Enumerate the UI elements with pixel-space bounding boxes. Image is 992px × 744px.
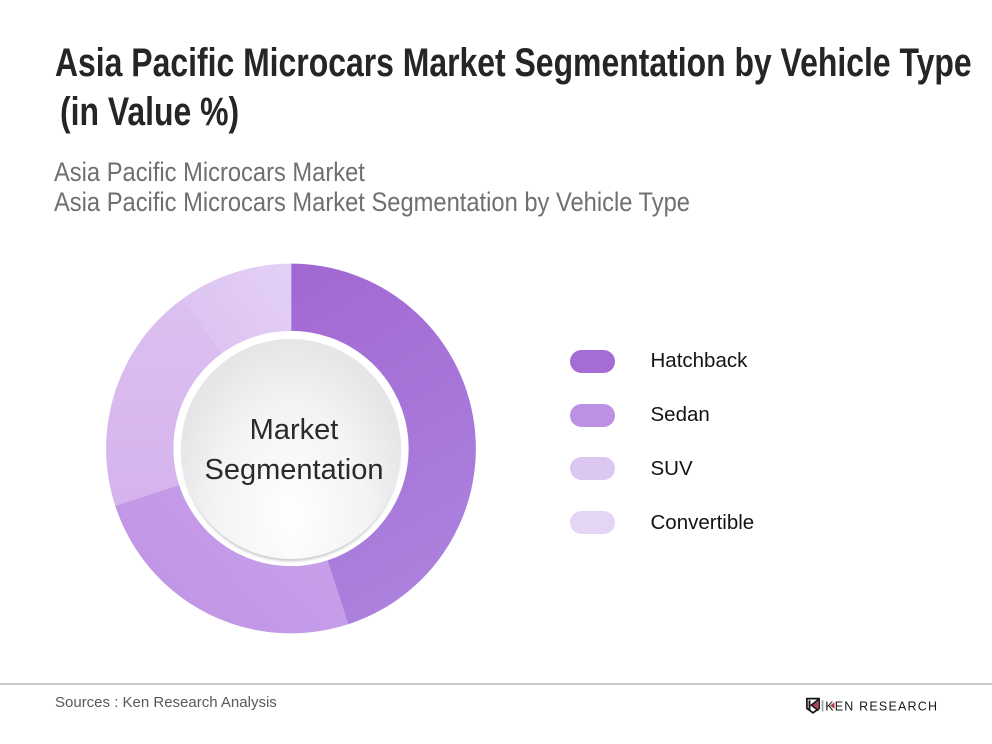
svg-text:KEN RESEARCH: KEN RESEARCH <box>825 700 938 714</box>
